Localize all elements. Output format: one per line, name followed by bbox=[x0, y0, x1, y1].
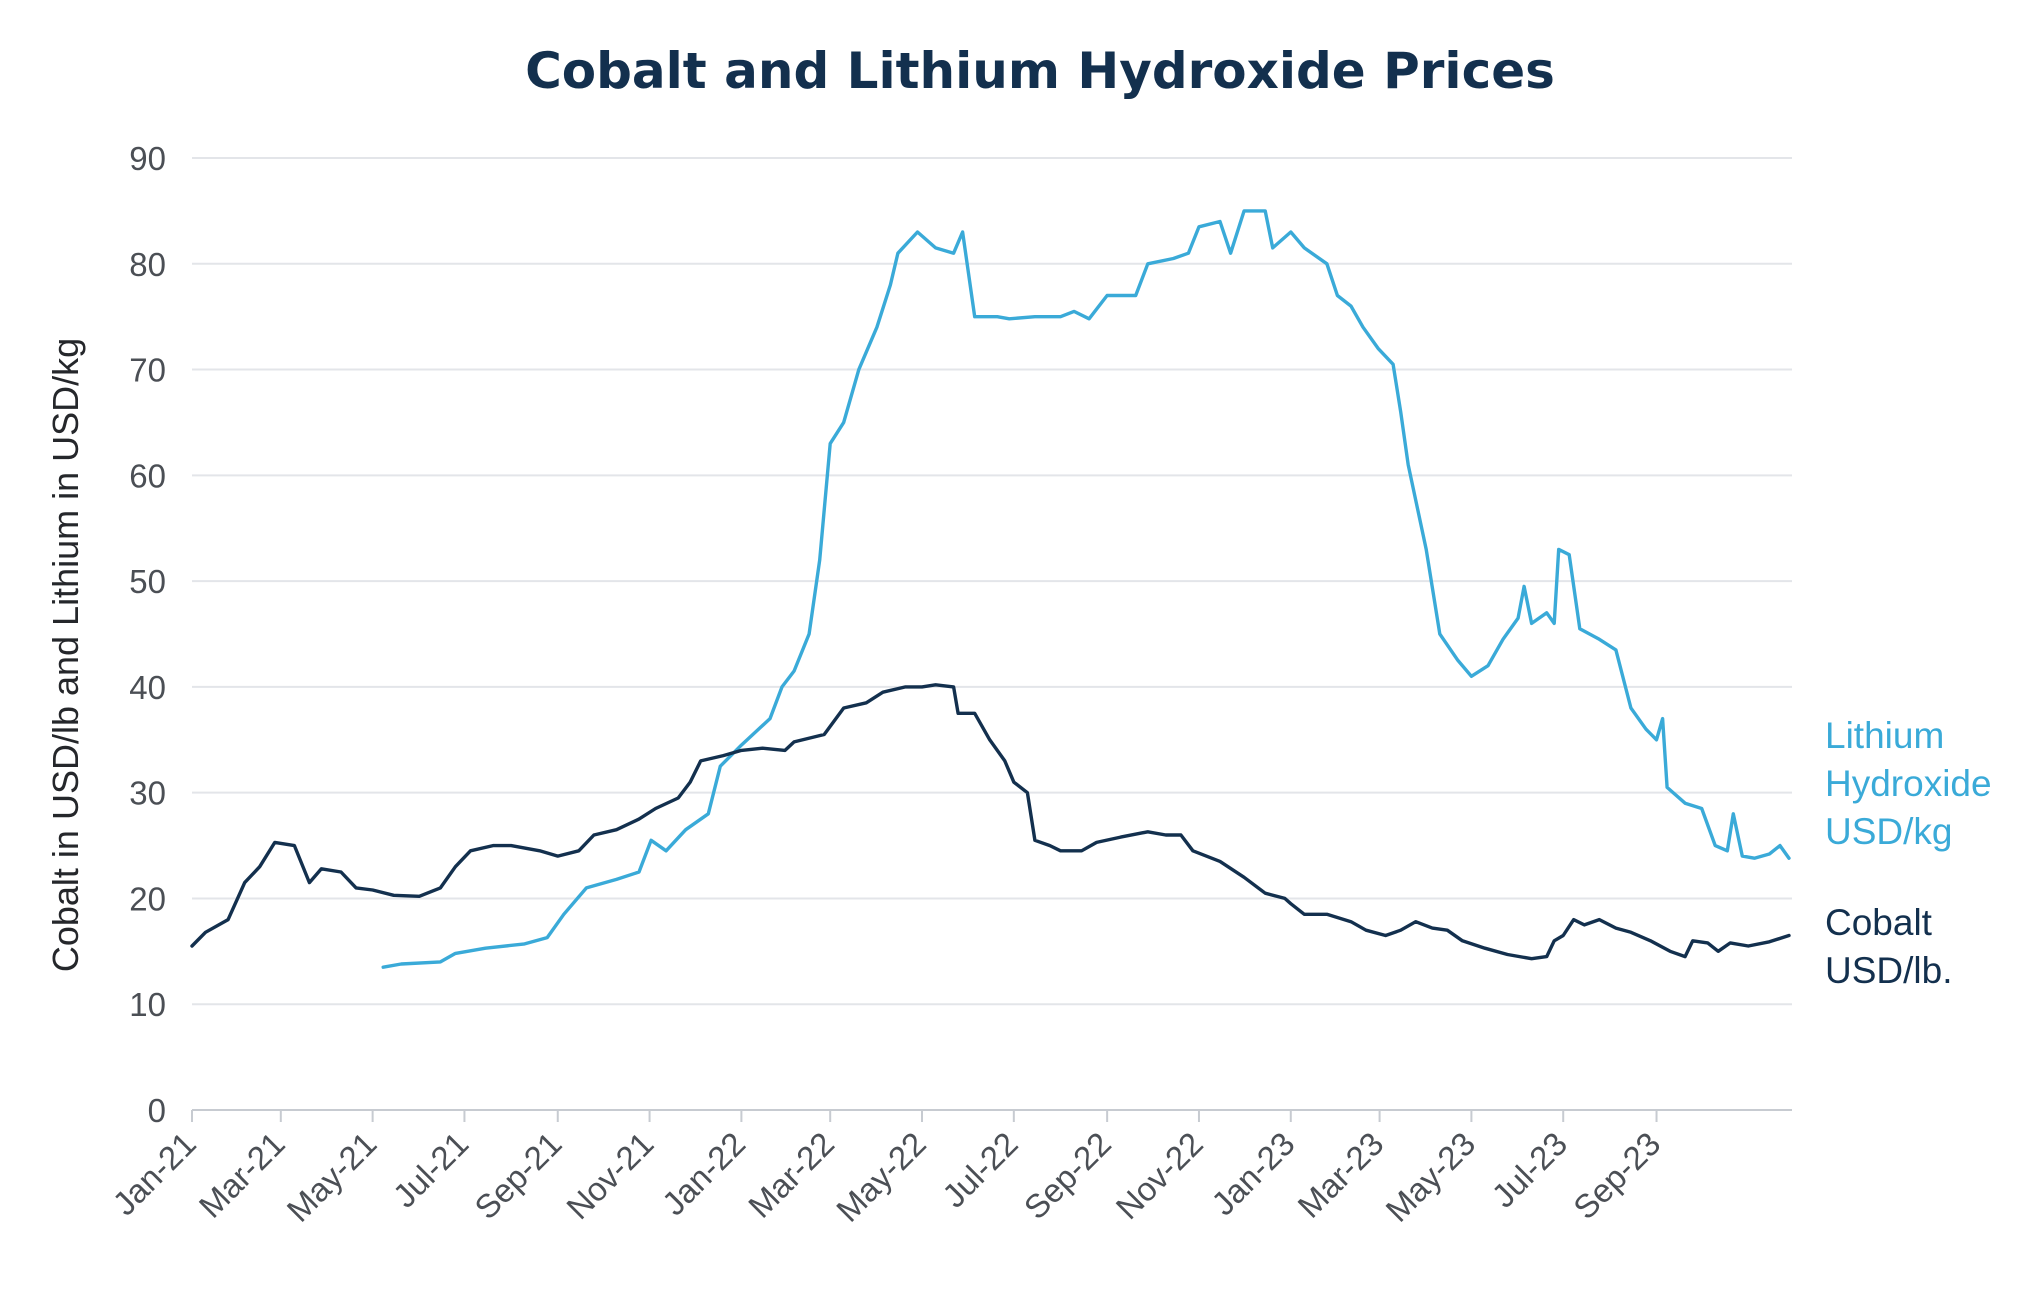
x-tick-label: Sep-21 bbox=[467, 1125, 568, 1226]
x-tick-label: Mar-21 bbox=[192, 1125, 292, 1225]
legend: Lithium Hydroxide USD/kg Cobalt USD/lb. bbox=[1825, 715, 1992, 991]
legend-cobalt-label: USD/lb. bbox=[1825, 950, 1952, 991]
y-tick-label: 60 bbox=[129, 457, 166, 494]
legend-lithium-label: Lithium bbox=[1825, 715, 1944, 756]
cobalt-line bbox=[190, 683, 1791, 961]
x-tick-label: May-23 bbox=[1378, 1125, 1482, 1229]
y-tick-label: 40 bbox=[129, 669, 166, 706]
y-tick-label: 20 bbox=[129, 880, 166, 917]
y-tick-label: 80 bbox=[129, 246, 166, 283]
y-tick-label: 10 bbox=[129, 986, 166, 1023]
x-tick-label: Mar-22 bbox=[741, 1125, 841, 1225]
legend-lithium-label: Hydroxide bbox=[1825, 763, 1992, 804]
legend-cobalt-label: Cobalt bbox=[1825, 902, 1933, 943]
y-tick-label: 0 bbox=[148, 1092, 166, 1129]
lithium-hydroxide-line bbox=[381, 209, 1791, 969]
x-tick-label: Jul-21 bbox=[386, 1125, 476, 1215]
y-tick-label: 70 bbox=[129, 352, 166, 389]
series bbox=[190, 209, 1791, 969]
x-tick-label: Jul-23 bbox=[1484, 1125, 1574, 1215]
x-tick-label: Jan-21 bbox=[105, 1125, 203, 1223]
x-tick-label: Nov-21 bbox=[559, 1125, 660, 1226]
chart-title: Cobalt and Lithium Hydroxide Prices bbox=[525, 42, 1555, 100]
x-tick-label: Mar-23 bbox=[1290, 1125, 1390, 1225]
x-tick-label: Jul-22 bbox=[935, 1125, 1025, 1215]
x-tick-label: Jan-23 bbox=[1204, 1125, 1302, 1223]
y-tick-label: 30 bbox=[129, 775, 166, 812]
x-tick-label: May-21 bbox=[280, 1125, 384, 1229]
legend-lithium-label: USD/kg bbox=[1825, 811, 1952, 852]
x-tick-label: Sep-22 bbox=[1017, 1125, 1118, 1226]
x-tick-label: Jan-22 bbox=[655, 1125, 753, 1223]
y-tick-labels: 0 10 20 30 40 50 60 70 80 90 bbox=[129, 140, 166, 1129]
y-tick-label: 90 bbox=[129, 140, 166, 177]
x-tick-label: May-22 bbox=[829, 1125, 933, 1229]
grid bbox=[192, 157, 1792, 1111]
x-tick-label: Nov-22 bbox=[1109, 1125, 1210, 1226]
y-axis-label: Cobalt in USD/lb and Lithium in USD/kg bbox=[45, 338, 86, 972]
x-tick-label: Sep-23 bbox=[1566, 1125, 1667, 1226]
y-tick-label: 50 bbox=[129, 563, 166, 600]
